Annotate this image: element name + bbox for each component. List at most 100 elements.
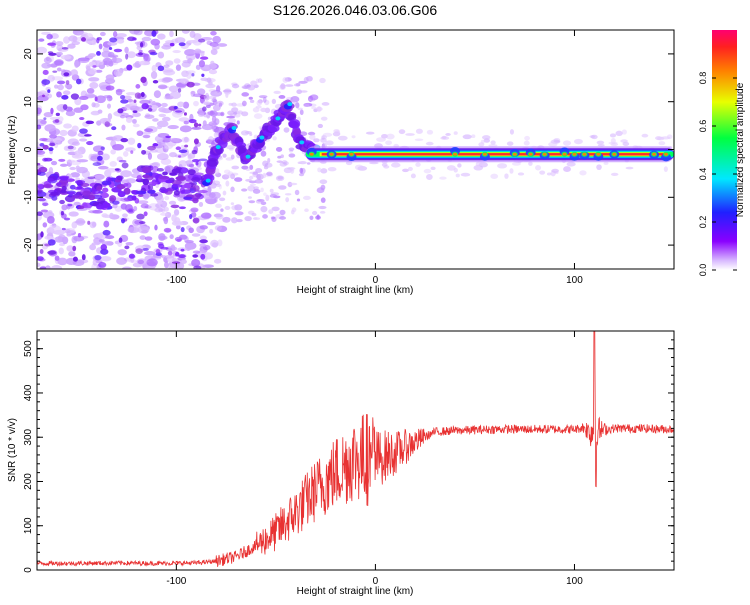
heatmap-noise-cell [195, 161, 199, 166]
heatmap-noise-cell [136, 130, 144, 137]
heatmap-noise-cell [231, 102, 237, 107]
heatmap-noise-cell [460, 172, 471, 177]
heatmap-band-cell [67, 191, 75, 195]
heatmap-noise-cell [200, 253, 206, 260]
heatmap-noise-cell [69, 166, 77, 171]
heatmap-noise-cell [158, 233, 166, 241]
heatmap-noise-cell [85, 33, 94, 40]
heatmap-noise-cell [42, 144, 49, 150]
heatmap-band-cell [76, 186, 83, 190]
heatmap-noise-cell [132, 37, 137, 41]
heatmap-x-tick-label: 0 [373, 275, 379, 286]
heatmap-noise-cell [143, 251, 156, 256]
snr-y-tick-label: 400 [23, 384, 34, 401]
signal-band-bump [512, 152, 517, 156]
heatmap-noise-cell [137, 142, 142, 149]
heatmap-noise-cell [174, 217, 181, 225]
heatmap-noise-cell [173, 106, 178, 110]
heatmap-noise-cell [44, 235, 53, 240]
heatmap-noise-cell [658, 141, 666, 146]
heatmap-noise-cell [175, 251, 180, 257]
heatmap-noise-cell [163, 206, 169, 212]
heatmap-noise-cell [68, 251, 76, 257]
heatmap-noise-cell [351, 135, 356, 139]
signal-band-bump [572, 152, 577, 156]
heatmap-noise-cell [84, 134, 92, 137]
heatmap-noise-cell [74, 60, 80, 68]
heatmap-noise-cell [213, 258, 222, 264]
heatmap-noise-cell [71, 221, 78, 229]
heatmap-noise-cell [100, 244, 108, 251]
heatmap-noise-cell [56, 91, 62, 98]
heatmap-noise-cell [86, 65, 91, 72]
heatmap-noise-cell [182, 101, 190, 109]
heatmap-noise-cell [216, 85, 221, 93]
heatmap-noise-cell [161, 255, 167, 259]
heatmap-noise-cell [222, 153, 227, 158]
heatmap-noise-cell [262, 214, 268, 219]
heatmap-noise-cell [269, 194, 277, 198]
snr-y-tick-label: 100 [23, 517, 34, 534]
colorbar-tick-label: 0.4 [698, 168, 708, 181]
heatmap-noise-cell [309, 94, 319, 101]
heatmap-noise-cell [198, 123, 202, 127]
chart-title: S126.2026.046.03.06.G06 [273, 2, 437, 18]
heatmap-noise-cell [266, 171, 273, 177]
heatmap-noise-cell [177, 101, 185, 108]
heatmap-noise-cell [116, 38, 125, 44]
heatmap-noise-cell [478, 142, 485, 147]
heatmap-noise-cell [609, 133, 617, 138]
heatmap-noise-cell [220, 208, 224, 212]
heatmap-noise-cell [147, 145, 156, 151]
heatmap-noise-cell [74, 220, 86, 224]
heatmap-noise-cell [100, 248, 109, 255]
heatmap-noise-cell [655, 136, 662, 141]
heatmap-noise-cell [622, 141, 630, 147]
signal-band-bump [528, 152, 533, 156]
heatmap-noise-cell [61, 204, 68, 211]
heatmap-noise-cell [223, 88, 232, 95]
heatmap-noise-cell [297, 107, 303, 111]
heatmap-noise-cell [142, 134, 151, 139]
heatmap-noise-cell [70, 69, 79, 77]
heatmap-noise-cell [110, 57, 123, 64]
snr-panel: -100 0 100 0 100 200 300 400 500 Height of stra… [7, 330, 675, 597]
heatmap-noise-cell [212, 180, 221, 186]
heatmap-noise-cell [208, 121, 217, 127]
heatmap-noise-cell [124, 104, 131, 111]
heatmap-noise-cell [172, 50, 181, 54]
heatmap-band-cell [191, 177, 201, 183]
heatmap-noise-cell [141, 149, 147, 155]
heatmap-noise-cell [191, 126, 202, 130]
heatmap-noise-cell [216, 100, 224, 106]
heatmap-noise-cell [163, 69, 176, 76]
heatmap-band-cell [59, 176, 69, 181]
heatmap-noise-cell [215, 213, 224, 220]
heatmap-noise-cell [122, 266, 132, 269]
heatmap-noise-cell [212, 97, 217, 101]
heatmap-noise-cell [81, 170, 90, 179]
heatmap-noise-cell [101, 213, 108, 218]
heatmap-noise-cell [410, 173, 416, 179]
signal-band-bump [453, 152, 458, 156]
heatmap-band-cell [123, 182, 129, 187]
heatmap-band-cell [101, 180, 112, 186]
heatmap-noise-cell [225, 180, 230, 187]
heatmap-y-tick-label: 20 [23, 48, 34, 60]
heatmap-noise-cell [126, 64, 133, 71]
snr-y-ticks: 0 100 200 300 400 500 [23, 330, 674, 573]
heatmap-band-cell [191, 194, 201, 200]
heatmap-noise-cell [290, 168, 294, 172]
heatmap-noise-cell [220, 111, 225, 117]
heatmap-noise-cell [277, 155, 282, 159]
signal-band-bump [596, 152, 601, 156]
heatmap-noise-cell [56, 67, 62, 72]
heatmap-noise-cell [483, 138, 491, 143]
heatmap-noise-cell [252, 171, 259, 176]
heatmap-noise-cell [97, 150, 104, 156]
heatmap-noise-cell [37, 256, 44, 261]
heatmap-noise-cell [66, 245, 74, 252]
heatmap-noise-cell [425, 141, 434, 146]
heatmap-noise-cell [139, 42, 144, 48]
heatmap-noise-cell [169, 91, 182, 99]
